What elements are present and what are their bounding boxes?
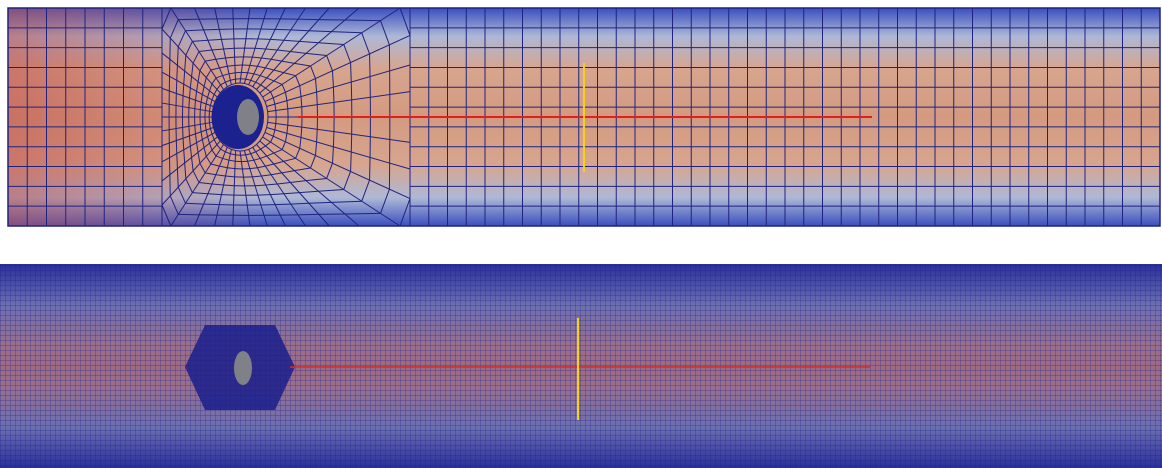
mesh-line: [195, 100, 196, 108]
mesh-line: [189, 126, 190, 136]
mesh-line: [333, 132, 334, 147]
mesh-line: [255, 48, 266, 49]
coarse-mesh-panel: [8, 8, 1160, 226]
mesh-line: [258, 195, 270, 196]
mesh-line: [221, 39, 233, 40]
mesh-line: [183, 138, 184, 150]
mesh-line: [275, 29, 291, 30]
mesh-line: [177, 65, 178, 80]
mesh-line: [224, 48, 235, 49]
cylinder: [237, 99, 259, 135]
fine-mesh-panel: [0, 264, 1162, 468]
mesh-line: [255, 185, 266, 186]
mesh-line: [189, 98, 190, 108]
mesh-line: [204, 29, 220, 30]
mesh-line: [224, 185, 235, 186]
mesh-line: [183, 84, 184, 96]
mesh-line: [351, 63, 352, 82]
cylinder: [234, 351, 252, 385]
mesh-visualization: [0, 0, 1162, 468]
mesh-line: [317, 92, 318, 105]
mesh-line: [177, 154, 178, 169]
mesh-line: [345, 213, 381, 214]
page: (() => { const ns = 'http://www.w3.org/2…: [0, 0, 1162, 468]
mesh-line: [204, 204, 220, 205]
mesh-line: [317, 129, 318, 142]
mesh-line: [333, 87, 334, 102]
mesh-line: [275, 204, 291, 205]
mesh-line: [351, 152, 352, 171]
mesh-line: [345, 20, 381, 21]
mesh-line: [221, 195, 233, 196]
mesh-lines: [0, 264, 1162, 468]
mesh-line: [258, 39, 270, 40]
mesh-line: [195, 125, 196, 133]
